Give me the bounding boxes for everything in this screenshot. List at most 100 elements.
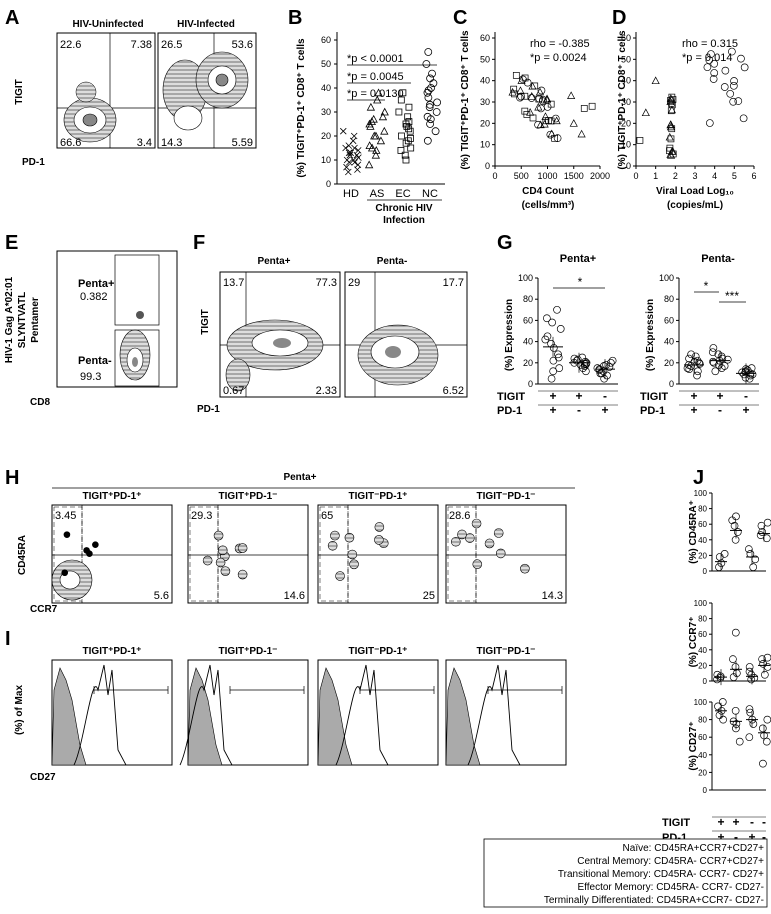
data-point (424, 86, 433, 95)
density-uninfected (63, 81, 117, 143)
y-tick-label: 0 (703, 786, 708, 795)
histogram-plot (51, 659, 173, 766)
sign-tigit: - (744, 389, 748, 403)
y-tick-label: 30 (621, 97, 631, 107)
flow-plot-pentamer (56, 250, 178, 388)
panel-f-title-neg: Penta- (377, 256, 408, 267)
data-point (339, 127, 347, 135)
data-point (745, 663, 754, 671)
quad-value: 77.3 (316, 277, 337, 289)
stat-p: *p = 0.0024 (530, 52, 587, 64)
panel-d: (%) TIGIT⁺PD-1⁺ CD8⁺ T cells rho = 0.315… (617, 30, 757, 211)
flow-plot (445, 504, 567, 604)
quad-value: 28.6 (449, 510, 470, 522)
data-point (669, 150, 677, 158)
subset-title: TIGIT⁻PD-1⁻ (477, 646, 536, 657)
data-point (350, 132, 358, 140)
data-point (534, 102, 543, 111)
cd27-histogram (179, 664, 233, 766)
y-tick-label: 0 (626, 161, 631, 171)
y-tick-label: 40 (664, 337, 674, 347)
event-cluster (237, 569, 248, 580)
y-tick-label: 40 (698, 536, 707, 545)
data-point (711, 367, 720, 376)
y-tick-label: 40 (321, 83, 331, 93)
sign-pd1: - (734, 830, 738, 844)
axis-label-ccr7: CCR7 (30, 604, 58, 615)
event-cluster (344, 532, 355, 543)
data-point (666, 122, 676, 131)
flow-plot (51, 504, 173, 604)
legend-terminal: Terminally Differentiated: CD45RA+CCR7- … (544, 895, 764, 906)
data-point (541, 112, 550, 120)
panel-c-xlabel-units: (cells/mm³) (522, 200, 575, 211)
legend-transitional: Transitional Memory: CD45RA- CCR7- CD27+ (558, 869, 764, 880)
panel-f: Penta+ Penta- 13.7 77.3 0.67 2.33 29 17.… (197, 256, 468, 415)
y-tick-label: 80 (698, 505, 707, 514)
data-point (527, 92, 536, 100)
pvalue-3: *p = 0.0130 (347, 88, 404, 100)
axis-label-pd1: PD-1 (22, 157, 45, 168)
data-point (745, 733, 754, 742)
data-point (569, 119, 578, 127)
chronic-label: Chronic HIV (375, 203, 433, 214)
data-point (401, 151, 409, 159)
data-point (365, 119, 374, 128)
data-point (705, 56, 714, 64)
data-point (595, 366, 604, 375)
cd27-histogram (335, 664, 389, 766)
data-point (547, 100, 555, 108)
data-point (540, 119, 549, 128)
data-point (750, 674, 759, 682)
event-cluster (451, 536, 461, 547)
pentamer-ylabel-1: HIV-1 Gag A*02:01 (4, 276, 15, 363)
panel-c: (%) TIGIT⁺PD-1⁺ CD8⁺ T cells rho = -0.38… (460, 30, 610, 211)
data-point (397, 96, 405, 104)
data-point (723, 355, 732, 364)
y-tick-label: 20 (698, 661, 707, 670)
y-tick-label: 60 (480, 33, 490, 43)
data-point (551, 114, 560, 123)
histogram-plot (187, 659, 309, 766)
panel-j: (%) CD45RA⁺ 0 20 40 60 80 100 (%) CCR7⁺ 0 20 40 60 8… (662, 489, 771, 844)
data-point (521, 92, 529, 100)
y-tick-label: 10 (321, 155, 331, 165)
panel-d-xlabel: Viral Load Log₁₀ (656, 186, 734, 197)
data-point (691, 352, 700, 361)
data-point (608, 356, 617, 365)
event-cluster (213, 530, 224, 541)
pvalue-2: *p = 0.0045 (347, 71, 404, 83)
gate (53, 506, 83, 602)
data-point (717, 559, 726, 568)
isotype-histogram (317, 667, 353, 766)
data-point (607, 358, 615, 367)
quad-value: 2.33 (316, 385, 337, 397)
data-point (512, 71, 520, 79)
data-point (407, 134, 414, 142)
data-point (342, 144, 349, 152)
flow-plot-uninfected (56, 32, 156, 149)
y-tick-label: 0 (703, 567, 708, 576)
y-tick-label: 80 (698, 716, 707, 725)
legend-central: Central Memory: CD45RA- CCR7+CD27+ (577, 856, 764, 867)
data-point (641, 108, 650, 117)
data-point (710, 59, 719, 68)
data-point (555, 364, 564, 372)
flow-plot (317, 504, 439, 604)
quad-value: 53.6 (232, 39, 253, 51)
y-tick-label: 30 (321, 107, 331, 117)
quad-value: 14.3 (161, 137, 182, 149)
quad-value: 14.6 (284, 590, 305, 602)
sign-tigit: - (603, 389, 607, 403)
quad-value: 0.67 (223, 385, 244, 397)
data-point (405, 125, 413, 133)
panel-e: Penta+ 0.382 Penta- 99.3 HIV-1 Gag A*02:… (4, 250, 178, 408)
data-point (554, 350, 562, 359)
histogram-plot (317, 659, 439, 766)
y-tick-label: 0 (703, 677, 708, 686)
y-tick-label: 10 (621, 140, 631, 150)
event-cluster (61, 569, 69, 577)
y-tick-label: 60 (698, 733, 707, 742)
data-point (537, 86, 546, 95)
event-cluster (465, 533, 475, 543)
